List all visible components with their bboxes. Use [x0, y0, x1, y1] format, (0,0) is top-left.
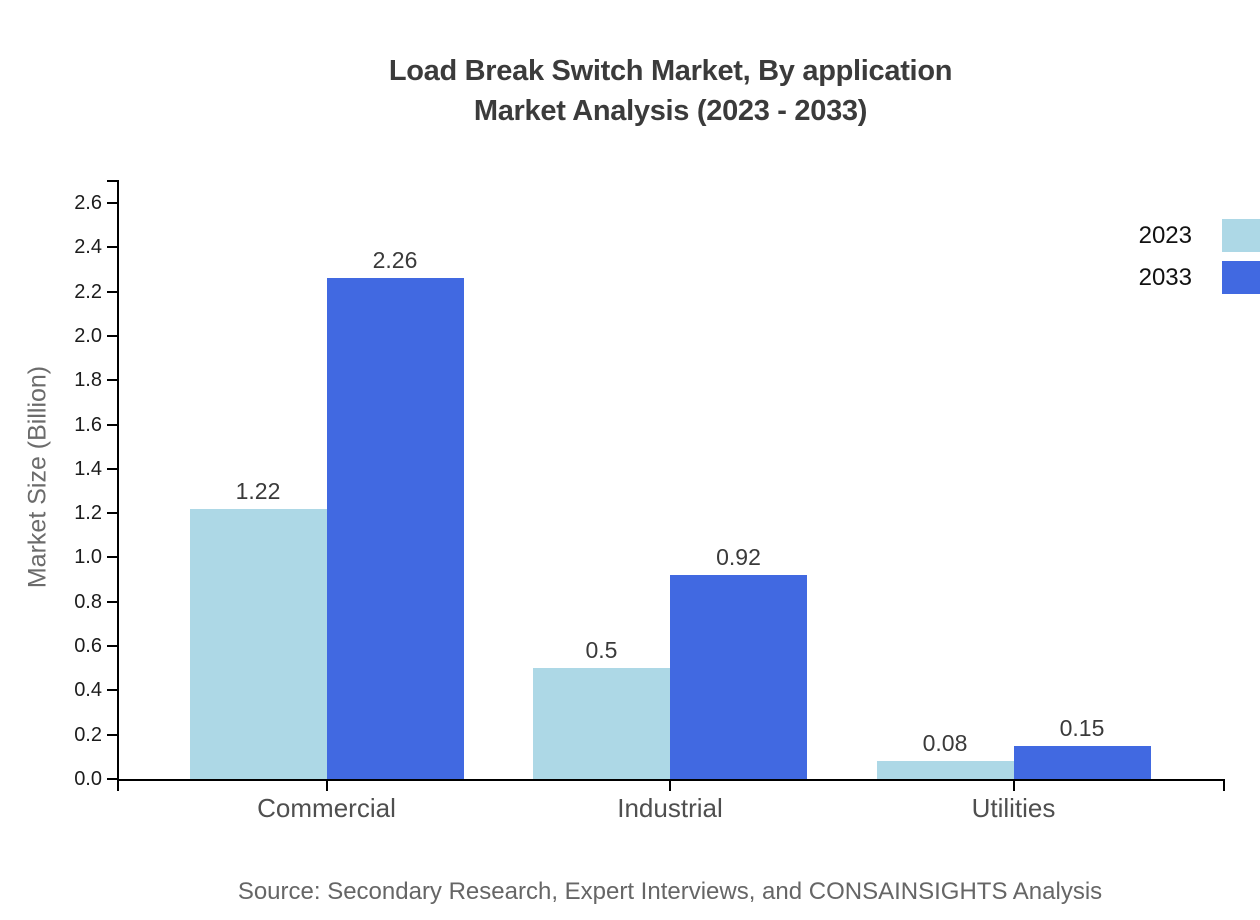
x-tick — [1012, 779, 1015, 791]
y-tick-label: 0.2 — [74, 723, 102, 746]
legend-label-2033: 2033 — [1138, 263, 1192, 291]
bar-value-label-2033-commercial: 2.26 — [372, 247, 418, 274]
y-axis-end-cap — [107, 180, 119, 182]
y-tick — [107, 556, 119, 559]
y-tick-label: 0.6 — [74, 635, 102, 658]
y-tick-label: 0.4 — [74, 679, 102, 702]
y-tick-label: 1.8 — [74, 369, 102, 392]
bar-2033-utilities — [1013, 745, 1151, 779]
y-tick — [107, 778, 119, 780]
bar-2023-utilities — [876, 761, 1014, 779]
legend-row-2023: 2023 — [1139, 219, 1260, 252]
y-tick-label: 0.0 — [74, 768, 102, 790]
y-tick-label: 2.4 — [74, 236, 102, 259]
bar-2033-industrial — [670, 575, 807, 779]
legend: 2023 2033 — [1139, 219, 1260, 294]
y-tick — [107, 334, 119, 337]
y-tick — [107, 512, 119, 515]
x-tick — [669, 779, 671, 791]
bar-2023-commercial — [189, 508, 327, 779]
y-tick-label: 0.8 — [74, 590, 102, 613]
y-tick — [107, 689, 119, 692]
legend-label-2023: 2023 — [1138, 221, 1192, 249]
chart-title: Load Break Switch Market, By application… — [118, 51, 1223, 131]
y-tick — [107, 645, 119, 648]
chart-title-line2: Market Analysis (2023 - 2033) — [473, 95, 868, 127]
chart-title-line1: Load Break Switch Market, By application — [388, 55, 953, 87]
bar-value-label-2023-commercial: 1.22 — [235, 477, 281, 504]
y-tick-label: 1.4 — [74, 457, 102, 480]
bar-2033-commercial — [326, 278, 464, 779]
x-tick — [325, 779, 328, 791]
x-axis-spine — [117, 779, 1225, 781]
y-tick-label: 2.6 — [74, 192, 102, 214]
legend-swatch-2033 — [1222, 261, 1260, 294]
x-category-label-utilities: Utilities — [971, 793, 1056, 823]
x-category-label-commercial: Commercial — [257, 793, 396, 823]
y-tick — [107, 246, 119, 249]
y-tick-label: 2.2 — [74, 280, 102, 303]
y-tick — [107, 379, 119, 382]
bar-value-label-2033-utilities: 0.15 — [1059, 714, 1105, 741]
legend-swatch-2023 — [1222, 219, 1260, 252]
y-tick — [107, 600, 119, 603]
y-tick-label: 2.0 — [74, 324, 102, 347]
y-axis-spine — [117, 180, 119, 791]
y-tick-label: 1.6 — [74, 413, 102, 436]
y-tick-label: 1.0 — [74, 546, 102, 569]
bar-2023-industrial — [533, 668, 670, 779]
bar-value-label-2023-industrial: 0.5 — [585, 637, 618, 664]
y-tick — [107, 202, 119, 204]
y-tick-label: 1.2 — [74, 502, 102, 525]
y-tick — [107, 733, 119, 736]
legend-row-2033: 2033 — [1139, 261, 1260, 294]
bar-value-label-2023-utilities: 0.08 — [922, 730, 968, 757]
y-tick — [107, 467, 119, 470]
x-category-label-industrial: Industrial — [617, 793, 723, 823]
x-axis-end-cap — [1223, 779, 1225, 791]
source-note: Source: Secondary Research, Expert Inter… — [237, 878, 1103, 905]
bar-value-label-2033-industrial: 0.92 — [716, 544, 761, 571]
y-tick — [107, 423, 119, 426]
y-tick — [107, 290, 119, 293]
